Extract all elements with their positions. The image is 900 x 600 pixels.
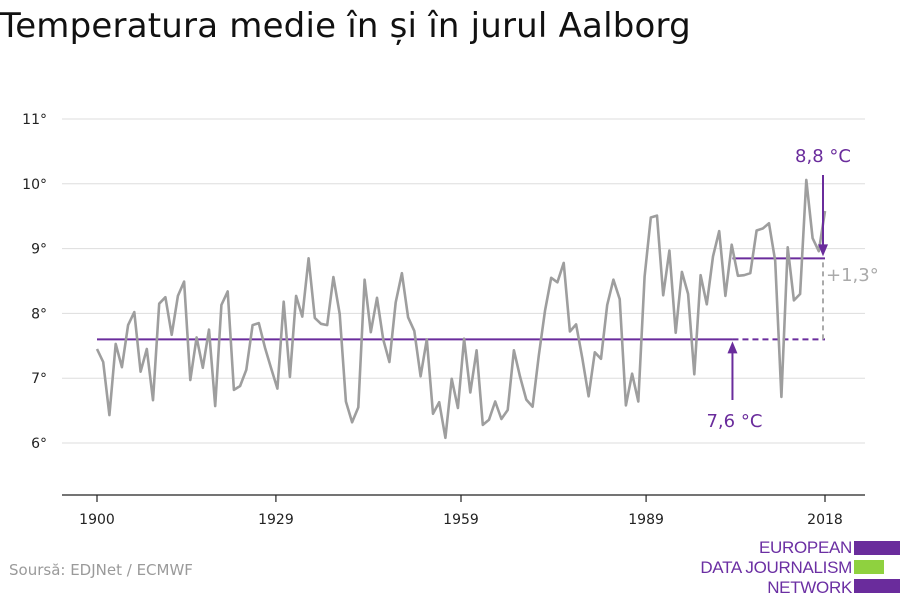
y-tick-label-11: 11° [22,112,47,128]
logo-bar-middle [854,560,884,574]
logo-line-3: NETWORK [767,578,852,597]
x-tick-label-1959: 1959 [443,512,479,528]
x-tick-label-1929: 1929 [258,512,294,528]
logo-bar-top [854,541,900,555]
recent-average-arrow-head [818,244,828,257]
baseline-arrow-head [727,341,738,354]
annotations: +1,3° 8,8 °C 7,6 °C [706,146,878,432]
baseline-label: 7,6 °C [706,411,762,432]
logo-line-1: EUROPEAN [758,538,852,557]
y-tick-label-8: 8° [31,306,47,322]
y-tick-label-7: 7° [31,371,47,387]
x-axis-ticks: 1900 1929 1959 1989 2018 [79,495,843,528]
y-tick-label-6: 6° [31,436,47,452]
x-tick-label-1900: 1900 [79,512,115,528]
logo-bar-bottom [854,579,900,593]
y-tick-label-9: 9° [31,242,47,258]
source-note: Soursă: EDJNet / ECMWF [9,561,193,579]
recent-average-label: 8,8 °C [795,146,851,167]
edjnet-logo: EUROPEAN DATA JOURNALISM NETWORK [700,538,900,600]
temperature-series-line [95,178,827,440]
reference-lines [97,257,825,341]
y-tick-label-10: 10° [22,177,47,193]
chart-title: Temperatura medie în și în jurul Aalborg [0,6,691,46]
line-chart: 6° 7° 8° 9° 10° 11° 1900 1929 1959 1989 2018 +1,3… [22,112,879,528]
x-tick-label-1989: 1989 [628,512,664,528]
x-tick-label-2018: 2018 [807,512,843,528]
logo-line-2: DATA JOURNALISM [700,558,852,577]
y-axis-tick-labels: 6° 7° 8° 9° 10° 11° [22,112,47,452]
grid-lines [62,118,865,444]
logo-text: EUROPEAN DATA JOURNALISM NETWORK [700,538,852,598]
difference-label: +1,3° [826,265,879,286]
